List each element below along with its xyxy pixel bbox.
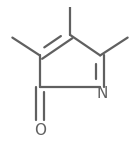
Text: O: O (34, 123, 46, 138)
Text: N: N (97, 86, 108, 101)
